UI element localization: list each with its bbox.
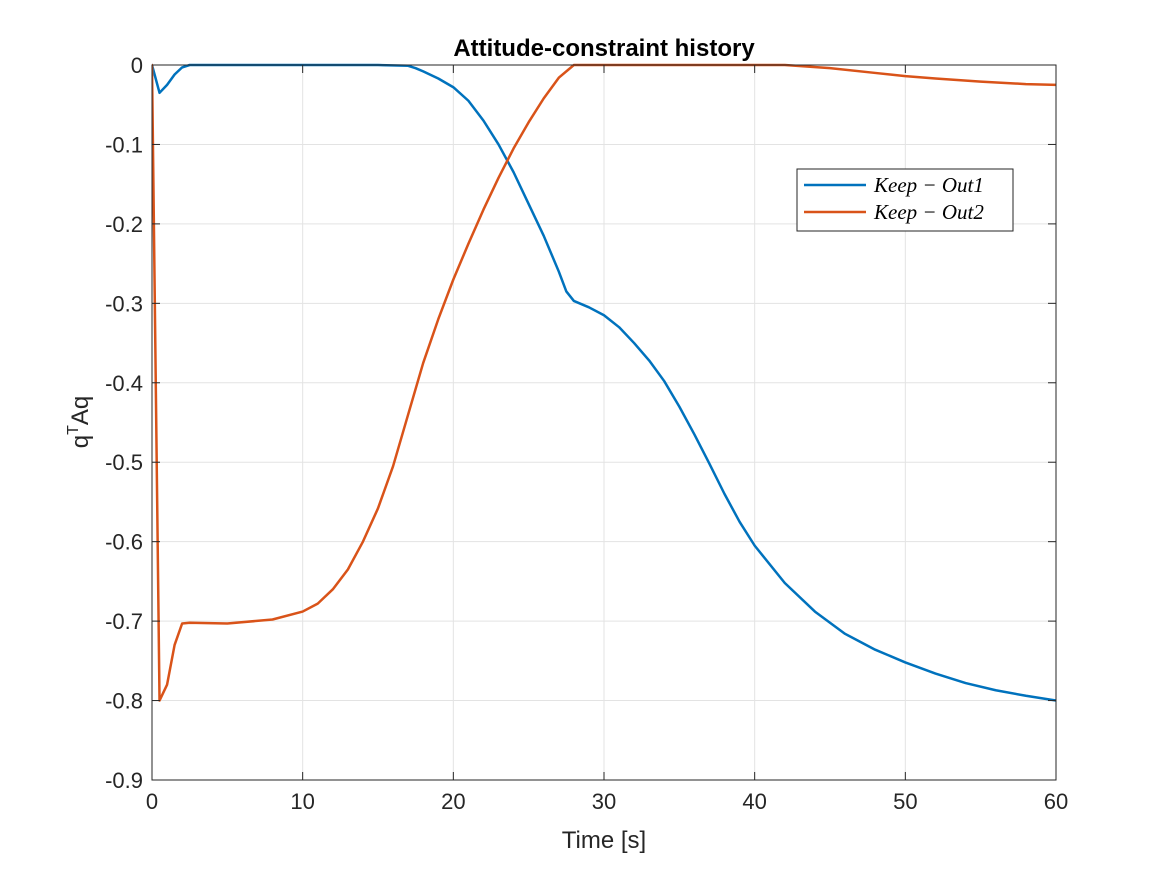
x-axis-label: Time [s]: [562, 827, 646, 854]
tick-labels: 0 10 20 30 40 50 60 0 -0.1 -0.2 -0.3 -0.4 -0.5 -0.6 -0…: [105, 53, 1068, 814]
x-tick-label: 30: [592, 789, 616, 814]
svg-text:qTAq: qTAq: [65, 396, 94, 449]
x-tick-label: 20: [441, 789, 465, 814]
y-tick-label: -0.9: [105, 768, 143, 793]
y-tick-label: -0.6: [105, 530, 143, 555]
legend: Keep − Out1 Keep − Out2: [796, 168, 1014, 232]
y-tick-label: -0.4: [105, 371, 143, 396]
x-tick-label: 50: [893, 789, 917, 814]
y-tick-label: -0.8: [105, 689, 143, 714]
y-tick-label: -0.7: [105, 609, 143, 634]
legend-box: [796, 168, 1014, 232]
x-tick-label: 60: [1044, 789, 1068, 814]
ticks: [151, 64, 1057, 781]
legend-label-keep-out1: Keep − Out1: [873, 173, 984, 197]
y-axis-label-base: q: [67, 435, 94, 448]
y-axis-label-tail: Aq: [67, 396, 94, 425]
y-axis-label: qTAq: [65, 396, 94, 449]
y-tick-label: 0: [131, 53, 143, 78]
y-tick-label: -0.5: [105, 450, 143, 475]
y-axis-label-sup: T: [65, 425, 82, 435]
y-tick-label: -0.1: [105, 132, 143, 157]
series-line-2: [152, 63, 1056, 702]
chart-title: Attitude-constraint history: [453, 35, 755, 62]
x-tick-label: 0: [146, 789, 158, 814]
x-tick-label: 40: [742, 789, 766, 814]
y-tick-label: -0.3: [105, 291, 143, 316]
legend-label-keep-out2: Keep − Out2: [873, 200, 984, 224]
y-tick-label: -0.2: [105, 212, 143, 237]
x-tick-label: 10: [290, 789, 314, 814]
